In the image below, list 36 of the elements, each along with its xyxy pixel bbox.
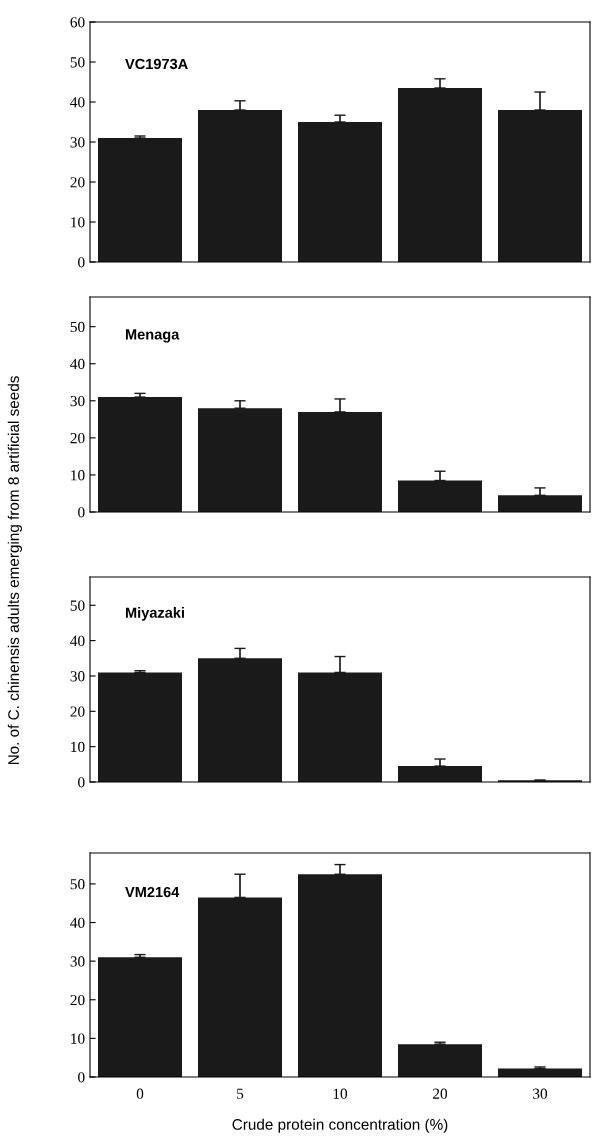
y-tick-label: 50 xyxy=(70,879,85,890)
y-tick-label: 10 xyxy=(71,1033,85,1044)
y-tick-label: 0 xyxy=(78,777,85,788)
y-tick-label: 50 xyxy=(70,321,85,333)
x-axis-title: Crude protein concentration (%) xyxy=(232,1118,448,1133)
y-tick-label: 0 xyxy=(78,257,85,268)
y-tick-label: 30 xyxy=(70,395,85,407)
y-tick-label: 30 xyxy=(70,671,85,682)
y-tick-label: 60 xyxy=(70,17,85,28)
x-tick-label: 0 xyxy=(136,1088,144,1099)
y-tick-label: 20 xyxy=(70,177,85,188)
annotation: Menaga xyxy=(125,329,180,343)
y-tick-label: 50 xyxy=(70,600,85,611)
y-tick-label: 40 xyxy=(70,917,85,928)
y-tick-label: 30 xyxy=(70,137,85,148)
y-tick-label: 10 xyxy=(71,470,85,481)
y-tick-label: 40 xyxy=(70,97,85,108)
y-tick-label: 20 xyxy=(70,433,85,444)
y-tick-label: 0 xyxy=(78,507,85,518)
y-axis-title: No. of C. chinensis adults emerging from 8 artificial seeds xyxy=(7,376,22,765)
y-tick-label: 10 xyxy=(71,217,85,228)
annotation: VC1973A xyxy=(125,58,188,70)
x-tick-label: 10 xyxy=(333,1088,348,1099)
x-tick-label: 20 xyxy=(433,1088,448,1099)
x-tick-label: 5 xyxy=(237,1088,244,1099)
y-tick-label: 40 xyxy=(70,358,85,370)
y-tick-label: 20 xyxy=(70,706,85,717)
y-tick-label: 0 xyxy=(78,1072,85,1083)
y-tick-label: 50 xyxy=(70,57,85,68)
annotation: VM2164 xyxy=(125,886,180,898)
y-tick-label: 30 xyxy=(70,956,85,967)
x-tick-label: 30 xyxy=(533,1088,548,1099)
y-tick-label: 40 xyxy=(70,635,85,647)
y-tick-label: 10 xyxy=(71,741,85,753)
annotation: Miyazaki xyxy=(125,607,184,621)
y-tick-label: 20 xyxy=(70,994,85,1006)
